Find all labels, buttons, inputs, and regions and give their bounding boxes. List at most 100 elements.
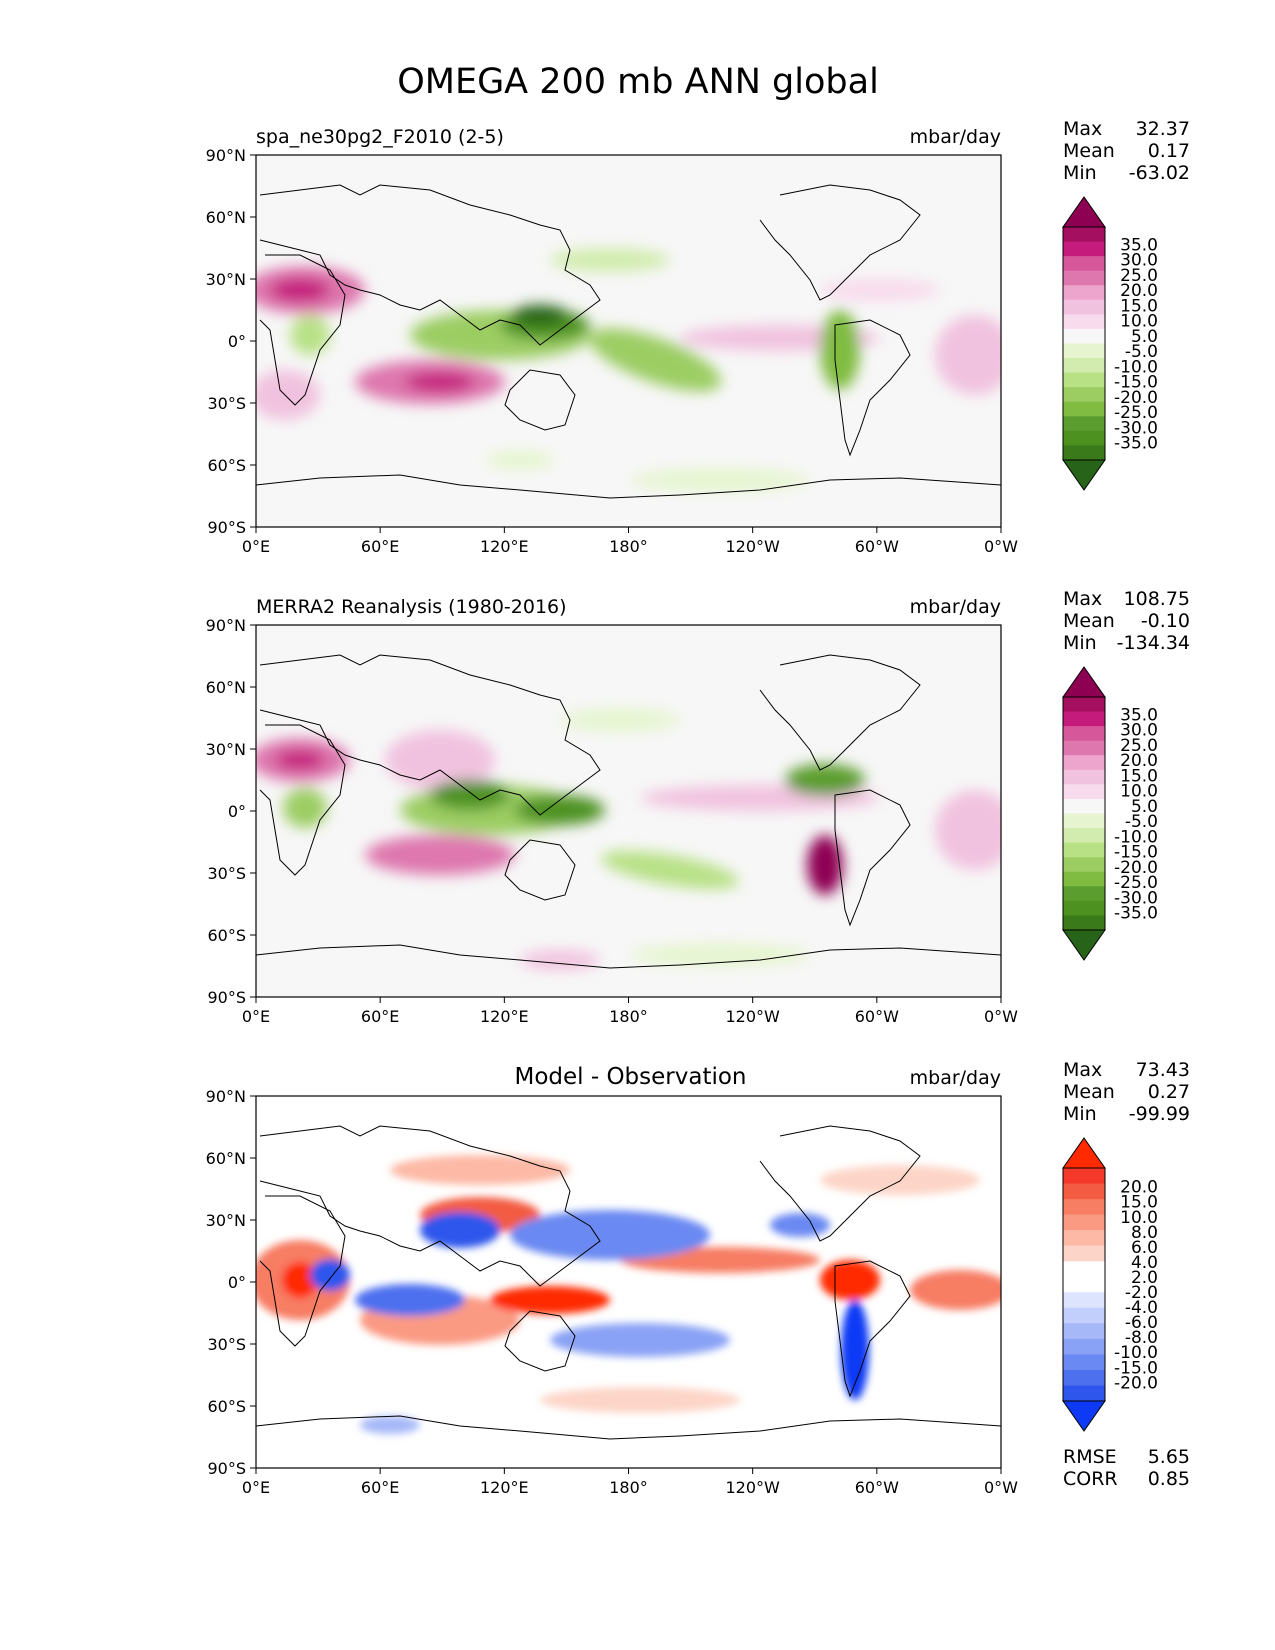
colorbar-segment — [1063, 1230, 1105, 1247]
colorbar-frame — [1062, 696, 1106, 931]
neg-anomaly — [770, 1213, 830, 1237]
panel-title: MERRA2 Reanalysis (1980-2016) — [256, 596, 567, 618]
colorbar-segment — [1063, 430, 1105, 446]
coastlines — [255, 1125, 1002, 1440]
colorbar-segment — [1063, 755, 1105, 771]
y-tick-label: 60°N — [206, 678, 246, 697]
colorbar-segment — [1063, 1307, 1105, 1324]
y-tick-label: 60°N — [206, 208, 246, 227]
colorbar-extend-min — [1062, 929, 1106, 961]
panel-difference — [255, 1095, 1002, 1469]
colorbar-segment — [1063, 784, 1105, 800]
colorbar-segment — [1063, 314, 1105, 330]
colorbar-tick-label: -20.0 — [1114, 1373, 1158, 1393]
metric-label: RMSE — [1063, 1446, 1117, 1468]
y-tick-label: 30°N — [206, 1211, 246, 1230]
colorbar-extend-min — [1062, 1400, 1106, 1432]
colorbar-tick-label: 35.0 — [1120, 235, 1158, 255]
colorbar-tick-label: 5.0 — [1131, 327, 1158, 347]
stat-label: Mean — [1063, 140, 1115, 162]
stat-value: -134.34 — [1117, 632, 1190, 654]
y-tick-label: 90°S — [207, 518, 246, 537]
colorbar-tick-label: 30.0 — [1120, 251, 1158, 271]
stat-value: 108.75 — [1124, 588, 1190, 610]
stat-label: Mean — [1063, 1081, 1115, 1103]
pos-anomaly — [520, 950, 600, 970]
colorbar-segment — [1063, 1214, 1105, 1231]
y-tick-label: 90°N — [206, 1087, 246, 1106]
x-tick-label: 0°E — [242, 1478, 270, 1497]
colorbar-segment — [1063, 915, 1105, 931]
neg-anomaly — [550, 1323, 730, 1357]
neg-anomaly — [290, 315, 330, 355]
y-tick-label: 30°S — [207, 864, 246, 883]
colorbar-tick-label: 10.0 — [1120, 1208, 1158, 1228]
panel-units: mbar/day — [910, 1067, 1001, 1089]
colorbar-tick-label: -10.0 — [1114, 357, 1158, 377]
panel-units: mbar/day — [910, 596, 1001, 618]
y-tick-label: 60°S — [207, 456, 246, 475]
y-tick-label: 90°S — [207, 1459, 246, 1478]
pos-anomaly — [820, 278, 940, 302]
stat-label: Min — [1063, 1103, 1097, 1125]
colorbar-segment — [1063, 401, 1105, 417]
pos-anomaly — [540, 1387, 740, 1413]
neg-anomaly — [630, 468, 810, 492]
x-tick-label: 0°W — [984, 1478, 1018, 1497]
x-tick-label: 0°W — [984, 537, 1018, 556]
pos-anomaly — [275, 750, 325, 770]
y-tick-label: 60°S — [207, 1397, 246, 1416]
colorbar-tick-label: 20.0 — [1120, 751, 1158, 771]
y-tick-label: 90°N — [206, 146, 246, 165]
neg-anomaly — [360, 1416, 420, 1434]
colorbar-segment — [1063, 769, 1105, 785]
panel-observation-background — [256, 625, 1001, 997]
colorbar-extend-max — [1062, 196, 1106, 228]
colorbar-tick-label: 25.0 — [1120, 736, 1158, 756]
x-tick-label: 60°W — [855, 1007, 899, 1026]
x-tick-label: 0°E — [242, 1007, 270, 1026]
stat-value: -63.02 — [1129, 162, 1190, 184]
colorbar-segment — [1063, 871, 1105, 887]
panel-observation — [255, 624, 1002, 998]
colorbar-frame — [1062, 1167, 1106, 1402]
colorbar-tick-label: -5.0 — [1125, 812, 1158, 832]
colorbar-tick-label: 20.0 — [1120, 1178, 1158, 1198]
panel-units: mbar/day — [910, 126, 1001, 148]
x-tick-label: 60°E — [361, 1007, 399, 1026]
colorbar-tick-label: 5.0 — [1131, 797, 1158, 817]
pos-anomaly — [820, 1165, 980, 1195]
x-tick-label: 180° — [609, 1478, 648, 1497]
stat-label: Max — [1063, 118, 1102, 140]
x-tick-label: 120°W — [725, 1478, 780, 1497]
y-tick-label: 60°S — [207, 926, 246, 945]
colorbar-tick-label: -2.0 — [1125, 1283, 1158, 1303]
colorbar-segment — [1063, 241, 1105, 257]
stat-label: Min — [1063, 162, 1097, 184]
metric-value: 0.85 — [1148, 1468, 1190, 1490]
colorbar-extend-max — [1062, 666, 1106, 698]
metric-label: CORR — [1063, 1468, 1118, 1490]
colorbar-tick-label: -5.0 — [1125, 342, 1158, 362]
x-tick-label: 0°E — [242, 537, 270, 556]
colorbar-segment — [1063, 299, 1105, 315]
colorbar-segment — [1063, 900, 1105, 916]
colorbar-tick-label: -10.0 — [1114, 827, 1158, 847]
neg-anomaly — [420, 1212, 500, 1248]
pos-anomaly — [270, 278, 330, 302]
colorbar-segment — [1063, 1338, 1105, 1355]
x-tick-label: 120°E — [480, 1007, 529, 1026]
colorbar-tick-label: -25.0 — [1114, 873, 1158, 893]
colorbar-tick-label: -8.0 — [1125, 1328, 1158, 1348]
stat-label: Min — [1063, 632, 1097, 654]
colorbar-tick-label: -10.0 — [1114, 1343, 1158, 1363]
colorbar-segment — [1063, 256, 1105, 272]
y-tick-label: 90°S — [207, 988, 246, 1007]
x-tick-label: 60°E — [361, 537, 399, 556]
neg-anomaly — [310, 1259, 350, 1291]
y-tick-label: 60°N — [206, 1149, 246, 1168]
colorbar-segment — [1063, 372, 1105, 388]
colorbar-segment — [1063, 1245, 1105, 1262]
neg-anomaly — [588, 328, 722, 392]
x-tick-label: 0°W — [984, 1007, 1018, 1026]
